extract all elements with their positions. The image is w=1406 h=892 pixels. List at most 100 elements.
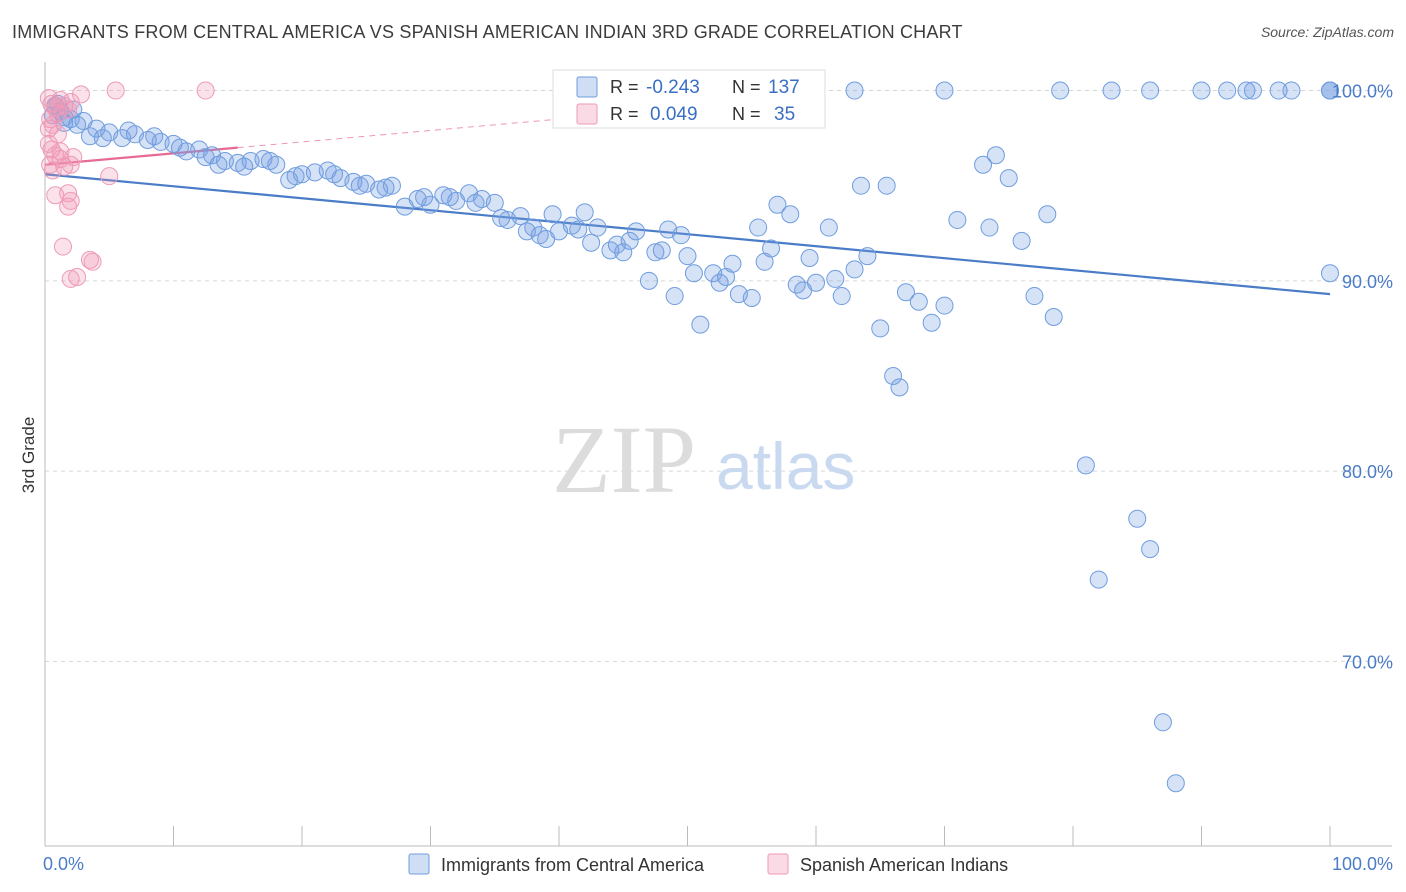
point-central-america	[1076, 456, 1095, 475]
point-central-america	[588, 218, 607, 237]
point-central-america	[440, 188, 459, 207]
point-central-america	[851, 176, 870, 195]
point-central-america	[209, 155, 228, 174]
point-central-america	[980, 218, 999, 237]
point-central-america	[800, 249, 819, 267]
point-central-america	[627, 222, 646, 241]
trend-line-central-america	[44, 173, 1331, 296]
point-spanish-american-indian	[59, 197, 78, 216]
point-central-america	[1237, 81, 1256, 100]
watermark-atlas: atlas	[716, 429, 855, 503]
point-central-america	[845, 260, 864, 279]
point-central-america	[286, 167, 305, 186]
point-central-america	[1102, 81, 1121, 100]
point-central-america	[1243, 81, 1262, 100]
stats-box: R = -0.243 N = 137 R = 0.049 N = 35	[552, 69, 826, 129]
point-central-america	[145, 127, 164, 146]
point-central-america	[511, 207, 530, 226]
y-tick-label: 70.0%	[1342, 652, 1393, 672]
point-central-america	[325, 165, 344, 184]
point-spanish-american-indian	[48, 125, 67, 144]
trend-line-spanish-american-indian-extension	[237, 116, 585, 149]
point-central-america	[890, 378, 909, 397]
point-central-america	[974, 155, 993, 174]
point-central-america	[684, 264, 703, 283]
point-central-america	[421, 195, 440, 214]
point-spanish-american-indian	[39, 89, 58, 108]
point-central-america	[1269, 81, 1288, 100]
gridlines	[45, 90, 1392, 662]
point-spanish-american-indian	[196, 81, 215, 100]
point-central-america	[948, 210, 967, 229]
legend-blue-swatch	[408, 853, 430, 875]
point-spanish-american-indian	[106, 81, 125, 100]
stats-pink-n-value: 35	[774, 104, 795, 125]
point-central-america	[819, 218, 838, 237]
point-central-america	[530, 226, 549, 245]
trend-line-spanish-american-indian	[44, 146, 238, 166]
point-central-america	[845, 81, 864, 100]
point-central-america	[1153, 713, 1172, 732]
point-central-america	[119, 121, 138, 140]
point-spanish-american-indian	[68, 268, 87, 287]
point-central-america	[569, 220, 588, 239]
data-points	[39, 81, 1339, 793]
stats-blue-n-value: 137	[768, 77, 800, 98]
watermark: ZIP atlas	[552, 406, 855, 513]
y-tick-label: 100.0%	[1332, 82, 1393, 102]
point-spanish-american-indian	[39, 119, 58, 138]
point-central-america	[646, 243, 665, 262]
stats-blue-r-value: -0.243	[646, 77, 700, 98]
stats-blue-n-label: N =	[732, 77, 761, 97]
y-axis-label: 3rd Grade	[19, 417, 38, 494]
legend-pink-swatch	[767, 853, 789, 875]
legend: Immigrants from Central America Spanish …	[408, 853, 1008, 875]
point-central-america	[1025, 287, 1044, 306]
point-central-america	[543, 205, 562, 224]
point-central-america	[691, 315, 710, 334]
point-central-america	[350, 176, 369, 195]
stats-pink-swatch	[576, 103, 598, 125]
point-central-america	[639, 271, 658, 290]
point-central-america	[575, 203, 594, 222]
point-central-america	[1128, 509, 1147, 528]
point-central-america	[1218, 81, 1237, 100]
point-central-america	[877, 176, 896, 195]
point-central-america	[762, 239, 781, 258]
point-spanish-american-indian	[43, 161, 62, 180]
point-central-america	[607, 235, 626, 254]
legend-pink-label: Spanish American Indians	[800, 855, 1008, 875]
point-central-america	[678, 247, 697, 266]
point-central-america	[260, 151, 279, 170]
point-central-america	[1089, 570, 1108, 589]
point-central-america	[1141, 540, 1160, 559]
chart-title: IMMIGRANTS FROM CENTRAL AMERICA VS SPANI…	[12, 22, 963, 42]
axes	[44, 62, 1392, 847]
point-central-america	[1038, 205, 1057, 224]
point-central-america	[807, 273, 825, 292]
stats-blue-swatch	[576, 76, 598, 98]
x-tick-labels: 0.0% 100.0%	[43, 854, 1393, 874]
point-central-america	[742, 288, 761, 307]
point-central-america	[524, 218, 543, 237]
point-central-america	[485, 193, 504, 212]
point-central-america	[1321, 264, 1339, 283]
point-spanish-american-indian	[71, 85, 90, 104]
point-central-america	[582, 233, 601, 252]
point-central-america	[749, 218, 768, 237]
point-central-america	[1012, 231, 1031, 250]
point-central-america	[986, 146, 1005, 165]
y-tick-labels: 100.0% 90.0% 80.0% 70.0%	[1332, 82, 1393, 673]
point-central-america	[652, 241, 671, 260]
stats-pink-n-label: N =	[732, 104, 761, 124]
y-tick-label: 90.0%	[1342, 272, 1393, 292]
point-central-america	[896, 283, 915, 302]
point-central-america	[382, 176, 401, 195]
point-central-america	[832, 287, 851, 306]
legend-blue-label: Immigrants from Central America	[441, 855, 705, 875]
point-central-america	[768, 195, 787, 214]
point-central-america	[235, 157, 254, 176]
point-central-america	[935, 81, 954, 100]
point-central-america	[1051, 81, 1070, 100]
point-central-america	[74, 111, 93, 130]
